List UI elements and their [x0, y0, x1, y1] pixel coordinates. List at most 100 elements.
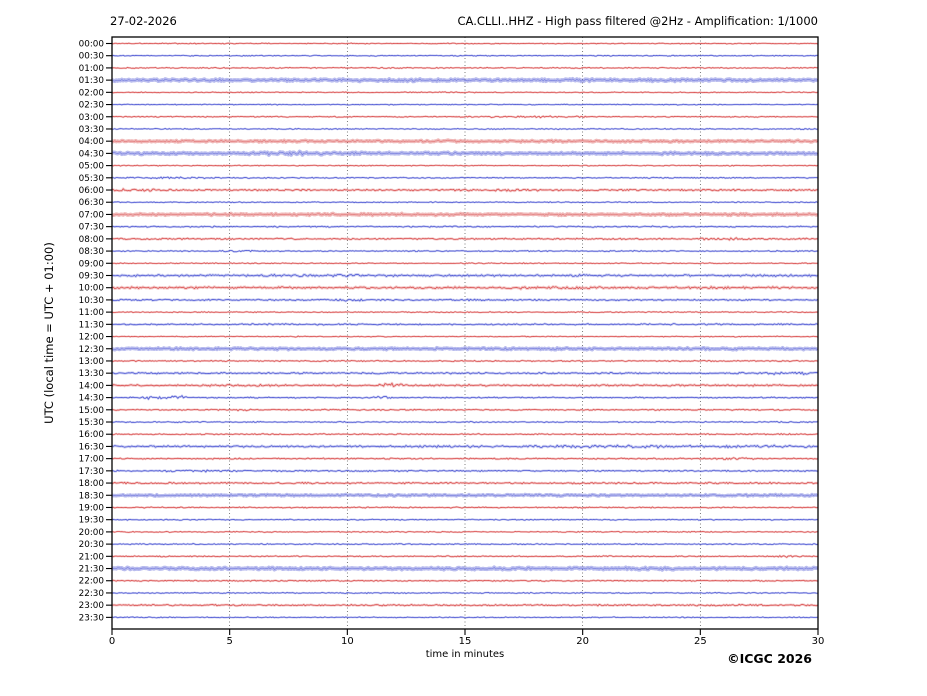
trace-row-18:30 — [111, 492, 819, 498]
trace-core — [111, 298, 818, 302]
trace-row-18:00 — [111, 480, 818, 486]
row-time-label: 23:30 — [79, 613, 105, 623]
trace-core — [111, 262, 818, 265]
row-time-label: 04:30 — [79, 149, 105, 159]
trace-core — [111, 543, 818, 546]
x-axis-label: time in minutes — [426, 649, 505, 660]
row-time-label: 02:30 — [79, 101, 105, 111]
trace-core — [111, 506, 818, 509]
trace-row-00:30 — [111, 54, 818, 58]
trace-row-21:30 — [110, 565, 819, 572]
trace-core — [111, 531, 818, 533]
date-label: 27-02-2026 — [110, 14, 177, 28]
row-time-label: 08:30 — [79, 247, 105, 257]
row-time-label: 07:00 — [79, 210, 105, 220]
trace-row-15:30 — [111, 420, 818, 424]
trace-core — [111, 494, 818, 497]
trace-row-08:00 — [111, 236, 818, 242]
plot-title: CA.CLLI..HHZ - High pass filtered @2Hz -… — [458, 14, 818, 28]
trace-core — [111, 335, 818, 338]
trace-row-10:00 — [111, 285, 818, 291]
trace-row-05:00 — [111, 164, 818, 168]
trace-row-01:00 — [111, 66, 818, 70]
trace-core — [112, 42, 818, 45]
x-axis-ticks: 0 5 10 15 20 25 30 — [109, 629, 825, 647]
trace-row-11:00 — [111, 310, 818, 314]
trace-row-01:30 — [111, 76, 819, 84]
trace-core — [111, 201, 818, 204]
x-tick-label-5: 5 — [226, 636, 232, 647]
trace-core — [112, 188, 818, 192]
trace-row-09:30 — [111, 273, 818, 279]
trace-row-19:00 — [111, 505, 818, 510]
trace-core — [111, 481, 818, 485]
row-time-label: 11:30 — [79, 320, 105, 330]
trace-row-07:30 — [112, 224, 818, 229]
trace-core — [111, 151, 818, 156]
trace-core — [111, 382, 818, 387]
trace-core — [111, 164, 818, 167]
trace-core — [111, 567, 818, 571]
trace-row-16:00 — [111, 432, 818, 436]
row-time-label: 17:30 — [79, 467, 105, 477]
trace-core — [111, 311, 818, 313]
x-tick-label-10: 10 — [341, 636, 354, 647]
row-time-label: 22:00 — [79, 577, 105, 587]
trace-row-03:00 — [111, 114, 818, 119]
trace-row-20:30 — [111, 542, 818, 546]
trace-core — [112, 249, 818, 253]
x-tick-label-20: 20 — [576, 636, 589, 647]
y-axis-label: UTC (local time = UTC + 01:00) — [42, 242, 56, 424]
row-time-label: 16:00 — [79, 430, 105, 440]
trace-core — [111, 78, 818, 82]
trace-row-14:00 — [110, 381, 819, 388]
row-time-label: 18:00 — [79, 479, 105, 489]
row-time-label: 06:30 — [79, 198, 105, 208]
row-time-label: 12:30 — [79, 345, 105, 355]
row-time-label: 22:30 — [79, 589, 105, 599]
trace-row-08:30 — [112, 249, 818, 253]
row-time-label: 20:30 — [79, 540, 105, 550]
trace-row-02:30 — [112, 103, 818, 107]
x-tick-label-0: 0 — [109, 636, 115, 647]
row-time-label: 13:00 — [79, 357, 105, 367]
trace-row-13:00 — [112, 359, 818, 363]
trace-row-05:30 — [112, 175, 818, 180]
trace-row-14:30 — [111, 394, 818, 401]
x-tick-label-30: 30 — [812, 636, 825, 647]
trace-core — [112, 359, 818, 362]
trace-core — [111, 115, 818, 119]
trace-row-03:30 — [111, 127, 818, 131]
plot-border — [111, 36, 819, 630]
row-time-label: 08:00 — [79, 235, 105, 245]
trace-row-23:00 — [111, 603, 819, 608]
trace-core — [111, 323, 818, 326]
row-time-label: 18:30 — [79, 491, 105, 501]
trace-row-16:30 — [111, 443, 819, 450]
trace-core — [111, 603, 818, 607]
trace-row-19:30 — [111, 518, 818, 522]
row-time-label: 21:00 — [79, 552, 105, 562]
row-time-label: 19:00 — [79, 503, 105, 513]
trace-core — [111, 347, 818, 351]
x-tick-label-15: 15 — [459, 636, 472, 647]
trace-row-21:00 — [111, 554, 818, 559]
row-time-label: 16:30 — [79, 442, 105, 452]
row-time-label: 11:00 — [79, 308, 105, 318]
trace-row-17:30 — [111, 468, 818, 474]
trace-core — [111, 579, 818, 582]
trace-core — [112, 408, 818, 412]
trace-row-09:00 — [111, 261, 818, 265]
trace-row-15:00 — [112, 407, 818, 412]
row-time-label: 17:00 — [79, 455, 105, 465]
trace-row-06:30 — [111, 200, 819, 204]
trace-row-17:00 — [111, 456, 818, 461]
gridlines — [229, 37, 701, 629]
trace-core — [111, 213, 818, 216]
trace-core — [111, 67, 818, 69]
trace-row-04:00 — [111, 138, 819, 144]
row-time-label: 00:30 — [79, 52, 105, 62]
trace-core — [111, 91, 818, 94]
